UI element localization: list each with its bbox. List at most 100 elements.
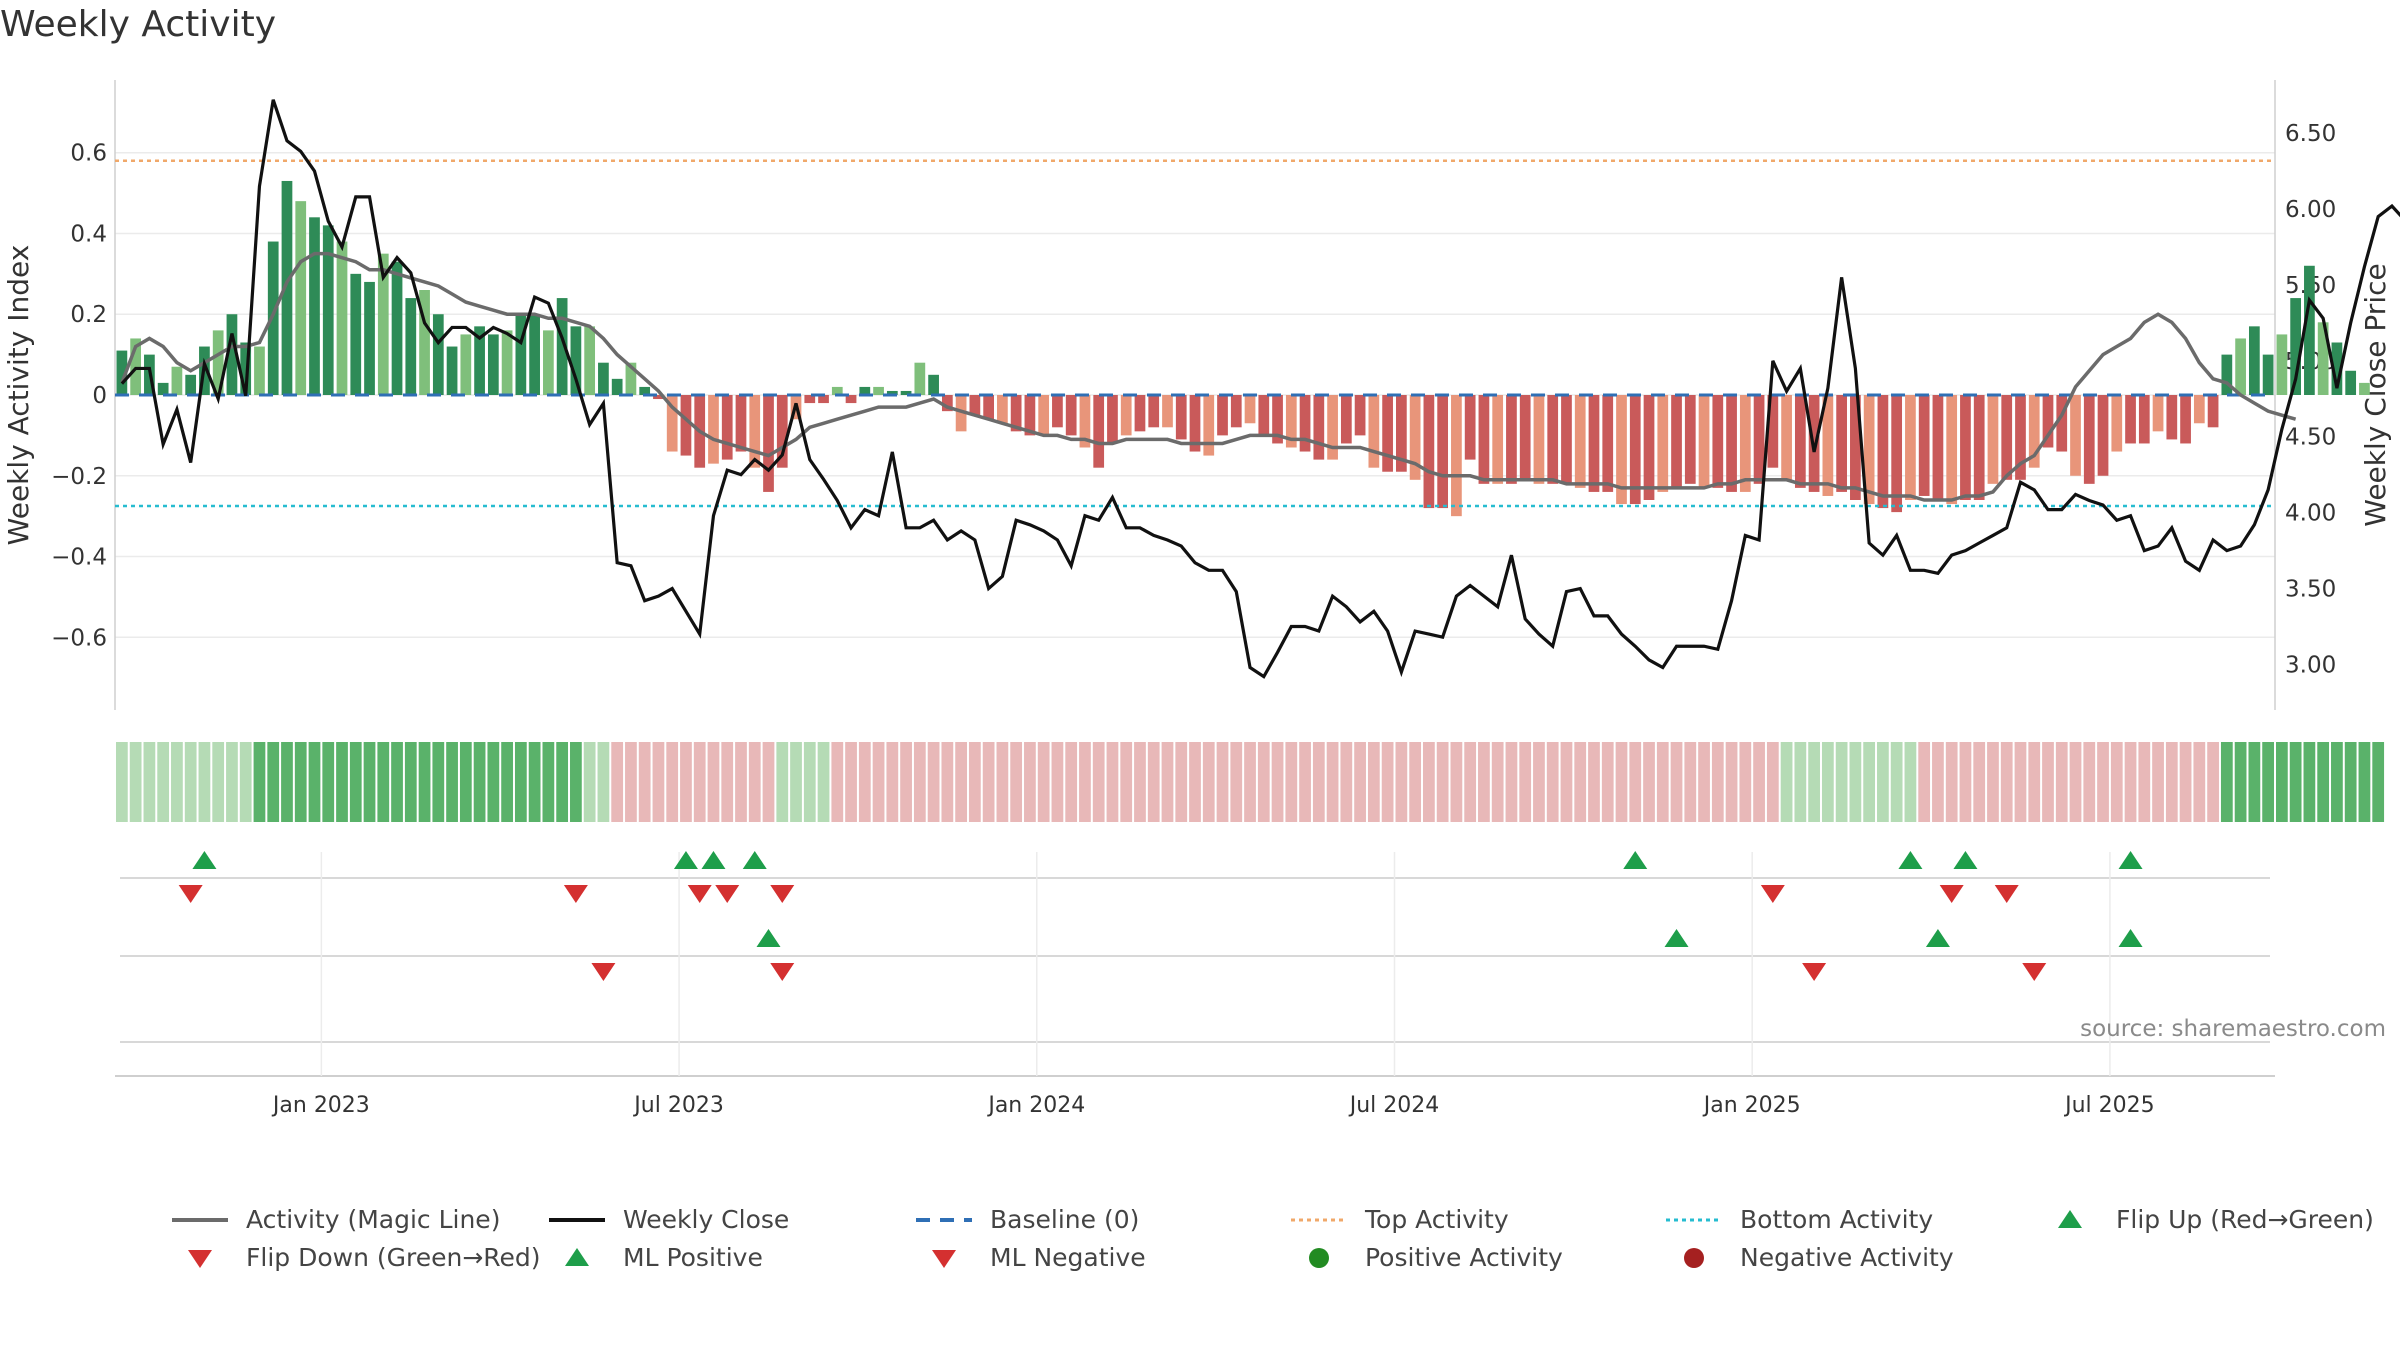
heat-strip-cell — [1932, 742, 1944, 822]
activity-bar — [2331, 342, 2343, 395]
heat-strip-cell — [184, 742, 197, 822]
activity-bar — [1382, 395, 1393, 472]
heat-strip-cell — [1670, 742, 1683, 822]
activity-bar — [419, 290, 430, 395]
flip-down-marker — [770, 885, 795, 903]
legend-label-flip-down: Flip Down (Green→Red) — [246, 1243, 541, 1272]
activity-bar — [818, 395, 829, 404]
heat-strip-cell — [2165, 742, 2178, 822]
heat-strip-cell — [803, 742, 816, 822]
activity-bar — [1616, 395, 1627, 505]
activity-bar — [1423, 395, 1435, 509]
activity-bar — [1684, 395, 1696, 484]
heat-strip-cell — [927, 742, 940, 822]
heat-strip-cell — [2262, 742, 2274, 822]
heat-strip-cell — [1835, 742, 1848, 822]
heat-strip-cell — [1656, 742, 1669, 822]
heat-strip-cell — [1079, 742, 1091, 822]
heat-strip-cell — [129, 742, 142, 822]
weekly-close-line — [120, 99, 2400, 679]
activity-bar — [171, 366, 183, 395]
activity-bar — [1891, 395, 1903, 513]
heat-strip-cell — [2028, 742, 2041, 822]
legend-item-bottom-activity: Bottom Activity — [1662, 1205, 1933, 1234]
heat-strip-cell — [1808, 742, 1820, 822]
activity-bar — [1437, 395, 1449, 509]
heat-strip-cell — [528, 742, 541, 822]
heat-strip-cell — [1560, 742, 1573, 822]
heat-strip-cell — [1849, 742, 1862, 822]
heat-strip-cell — [2303, 742, 2316, 822]
heat-strip-cell — [2083, 742, 2096, 822]
activity-bar — [1217, 395, 1228, 436]
positive-activity-icon — [1309, 1247, 1329, 1268]
activity-bar — [1932, 395, 1944, 500]
heat-strip-cell — [1478, 742, 1490, 822]
legend-symbol-bottom-activity — [1666, 1218, 1722, 1221]
heat-strip-cell — [1546, 742, 1559, 822]
x-tick-label: Jan 2025 — [1702, 1093, 1801, 1118]
heat-strip-cell — [1051, 742, 1064, 822]
negative-activity-icon — [1684, 1247, 1704, 1268]
activity-bar — [2180, 395, 2191, 444]
y-tick-right: 6.50 — [2285, 121, 2336, 147]
activity-bar — [1272, 395, 1283, 444]
activity-bar — [350, 273, 362, 395]
y-tick-right: 3.50 — [2285, 577, 2336, 603]
legend-symbol-baseline — [916, 1217, 972, 1222]
activity-bar — [598, 362, 609, 395]
chart-canvas: 0.60.40.20−0.2−0.4−0.66.506.005.505.004.… — [2, 80, 2400, 1118]
activity-bar — [446, 346, 458, 395]
heat-strip-cell — [872, 742, 885, 822]
heat-strip-cell — [666, 742, 679, 822]
legend-label-negative-activity: Negative Activity — [1740, 1243, 1954, 1272]
heat-strip-cell — [336, 742, 348, 822]
activity-bar — [1863, 395, 1875, 505]
flip-up-marker — [2118, 851, 2143, 869]
activity-bar — [460, 334, 472, 395]
activity-bar — [1671, 395, 1682, 488]
flip-down-marker — [715, 885, 740, 903]
activity-bar — [1533, 395, 1545, 484]
legend-label-bottom-activity: Bottom Activity — [1740, 1205, 1934, 1234]
activity-bar — [653, 395, 664, 400]
heat-strip-cell — [2069, 742, 2082, 822]
activity-bar — [721, 395, 733, 460]
heat-strip-cell — [858, 742, 871, 822]
activity-bar — [1519, 395, 1531, 480]
legend-symbol-top-activity — [1291, 1218, 1347, 1221]
activity-bar — [556, 298, 568, 395]
activity-bar — [1010, 395, 1022, 432]
heat-strip-cell — [1794, 742, 1807, 822]
heat-strip-cell — [2358, 742, 2371, 822]
heat-strip-cell — [2042, 742, 2054, 822]
heat-strip-cell — [171, 742, 183, 822]
heat-strip-cell — [1684, 742, 1697, 822]
heat-strip-cell — [1739, 742, 1752, 822]
heat-strip-cell — [1175, 742, 1188, 822]
legend-label-positive-activity: Positive Activity — [1365, 1243, 1563, 1272]
heat-strip-cell — [680, 742, 692, 822]
heat-strip-cell — [1367, 742, 1380, 822]
heat-strip-cell — [2055, 742, 2068, 822]
heat-strip-cell — [1161, 742, 1174, 822]
legend-symbol-magic-line — [172, 1217, 228, 1222]
activity-bar — [1258, 395, 1270, 436]
activity-bar — [1574, 395, 1586, 488]
heat-strip-cell — [1216, 742, 1229, 822]
activity-bar — [1464, 395, 1476, 460]
activity-bar — [1299, 395, 1311, 452]
heat-strip-cell — [432, 742, 445, 822]
activity-bar — [611, 378, 623, 395]
activity-bar — [1643, 395, 1655, 500]
activity-bar — [955, 395, 967, 432]
activity-bar — [1368, 395, 1380, 468]
activity-bar — [2262, 354, 2274, 395]
activity-bar — [1162, 395, 1173, 428]
activity-bar — [2028, 395, 2040, 468]
activity-bar — [2290, 298, 2302, 395]
flip-up-marker — [192, 851, 217, 869]
activity-bar — [364, 281, 375, 395]
activity-bar — [941, 395, 953, 412]
legend-label-top-activity: Top Activity — [1365, 1205, 1509, 1234]
